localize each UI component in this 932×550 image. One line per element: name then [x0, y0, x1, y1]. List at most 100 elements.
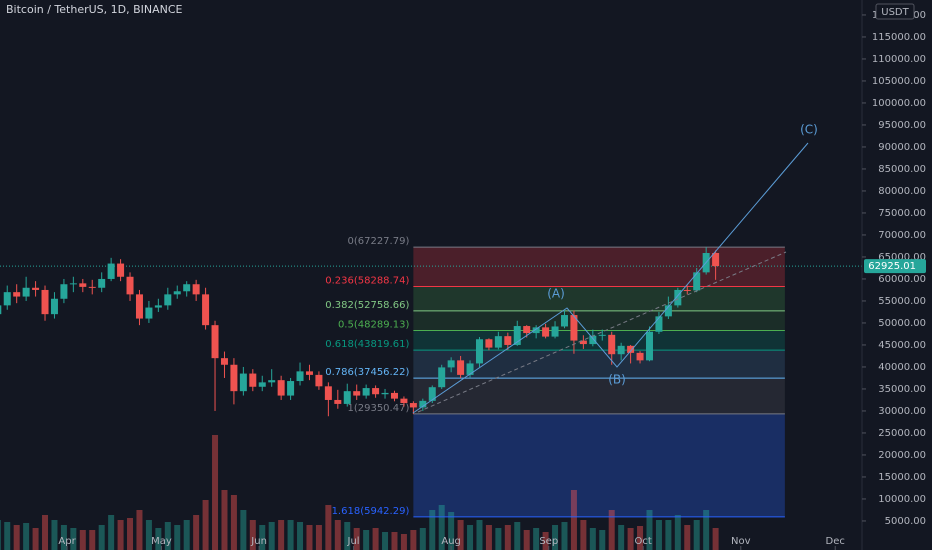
volume-bar [391, 532, 398, 550]
volume-bar [212, 435, 219, 550]
volume-bar [665, 520, 672, 550]
volume-bar [155, 528, 162, 550]
volume-bar [372, 528, 379, 550]
volume-bar [183, 520, 190, 550]
wave-label: (C) [800, 123, 818, 137]
chart-title: Bitcoin / TetherUS, 1D, BINANCE [6, 3, 183, 16]
trend-line [417, 251, 787, 413]
y-tick-label: 65000.00 [878, 252, 926, 263]
fib-label: 0.618(43819.61) [325, 339, 409, 350]
volume-bar [448, 512, 455, 550]
fib-band [413, 350, 785, 379]
y-tick-label: 10000.00 [878, 494, 926, 505]
volume-bar [589, 528, 596, 550]
fib-band [413, 247, 785, 287]
y-tick-label: 30000.00 [878, 406, 926, 417]
candle-body [135, 294, 143, 319]
volume-bar [325, 505, 332, 550]
y-tick-label: 50000.00 [878, 318, 926, 329]
volume-bar [514, 522, 521, 550]
fib-band [413, 378, 785, 414]
candle-body [381, 392, 389, 395]
candle-body [202, 294, 210, 326]
volume-bar [13, 525, 20, 550]
candle-body [324, 386, 332, 400]
volume-bar [429, 510, 436, 550]
y-tick-label: 5000.00 [885, 516, 926, 527]
fib-band [413, 310, 785, 331]
candle-body [664, 305, 672, 317]
y-tick-label: 115000.00 [872, 32, 926, 43]
y-tick-label: 105000.00 [872, 76, 926, 87]
elliott-wave [412, 142, 809, 414]
volume-bar [249, 520, 256, 550]
volume-bar [693, 520, 700, 550]
candle-body [192, 284, 200, 295]
y-tick-label: 15000.00 [878, 472, 926, 483]
volume-bar [637, 526, 644, 550]
x-tick-label: Nov [731, 536, 751, 547]
volume-bar [400, 534, 407, 550]
candle-body [183, 284, 191, 292]
volume-bar [117, 520, 124, 550]
volume-bar [108, 515, 115, 550]
volume-bar [127, 518, 134, 550]
candle-body [353, 391, 361, 396]
candle-body [22, 287, 30, 297]
candle-body [693, 272, 701, 291]
fib-label: 0.382(52758.66) [325, 300, 409, 311]
fib-label: 0.786(37456.22) [325, 367, 409, 378]
y-tick-label: 45000.00 [878, 340, 926, 351]
candle-body [504, 336, 512, 345]
fib-band [413, 330, 785, 351]
candle-body [117, 263, 125, 277]
candle-body [428, 387, 436, 401]
fib-label: 0.236(58288.74) [325, 275, 409, 286]
candle-body [50, 298, 58, 315]
volume-bar [382, 532, 389, 550]
candle-body [560, 315, 568, 327]
candle-body [173, 291, 181, 295]
volume-bar [684, 525, 691, 550]
candle-body [523, 326, 531, 334]
last-price-label: 62925.01 [868, 261, 916, 272]
candle-body [154, 305, 162, 308]
candle-body [409, 403, 417, 408]
y-tick-label: 70000.00 [878, 230, 926, 241]
volume-bar [98, 525, 105, 550]
volume-bar [259, 525, 266, 550]
volume-bar [0, 520, 1, 550]
volume-bar [4, 522, 11, 550]
volume-bar [268, 522, 275, 550]
volume-bar [476, 520, 483, 550]
candle-body [343, 391, 351, 404]
candle-body [126, 276, 134, 295]
x-tick-label: Oct [635, 536, 652, 547]
volume-bar [60, 525, 67, 550]
candle-body [466, 363, 474, 375]
candle-body [69, 283, 77, 285]
x-tick-label: Dec [826, 536, 845, 547]
volume-bar [79, 530, 86, 550]
candle-body [88, 286, 96, 288]
candle-body [390, 392, 398, 399]
currency-box [875, 3, 915, 20]
candle-body [362, 388, 370, 396]
volume-bar [542, 532, 549, 550]
volume-bar [599, 530, 606, 550]
y-tick-label: 110000.00 [872, 54, 926, 65]
y-tick-label: 85000.00 [878, 164, 926, 175]
candle-body [636, 352, 644, 361]
candle-body [277, 380, 285, 396]
x-tick-label: Jun [250, 536, 267, 547]
volume-bar [89, 530, 96, 550]
y-tick-label: 75000.00 [878, 208, 926, 219]
volume-bar [485, 525, 492, 550]
fib-label: 0(67227.79) [347, 236, 409, 247]
candle-body [296, 371, 304, 382]
x-tick-label: Apr [58, 536, 76, 547]
volume-bar [533, 528, 540, 550]
candle-body [315, 374, 323, 387]
x-tick-label: Jul [347, 536, 360, 547]
volume-bar [580, 520, 587, 550]
